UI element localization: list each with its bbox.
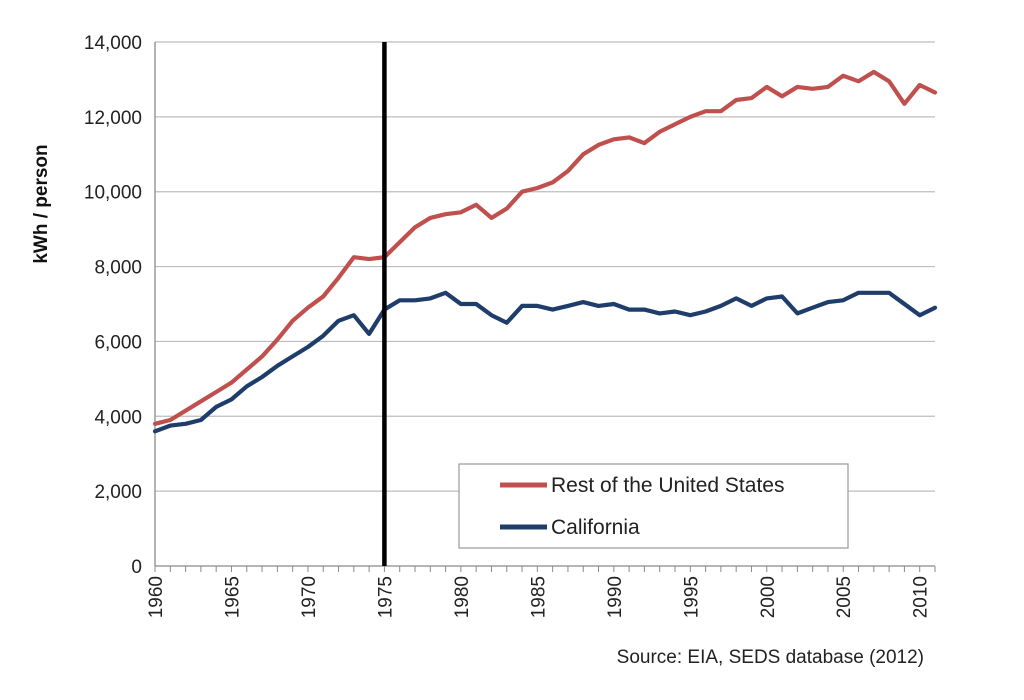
x-tick-label: 1985 (528, 576, 549, 618)
x-tick-label: 1980 (452, 576, 473, 618)
x-tick-label: 2005 (834, 576, 855, 618)
x-tick-label: 2000 (758, 576, 779, 618)
y-tick-label: 12,000 (84, 108, 142, 129)
legend-label-rest-of-us: Rest of the United States (551, 474, 784, 497)
x-tick-label: 2010 (911, 576, 932, 618)
legend-label-california: California (551, 516, 640, 539)
y-tick-label: 4,000 (94, 407, 142, 428)
legend-box (458, 463, 849, 549)
x-tick-label: 1995 (681, 576, 702, 618)
grid-layer (155, 41, 935, 492)
y-tick-label: 0 (131, 557, 142, 578)
y-tick-label: 10,000 (84, 183, 142, 204)
y-tick-label: 8,000 (94, 258, 142, 279)
series-line-rest-of-us (152, 69, 938, 426)
x-tick-label: 1960 (146, 576, 167, 618)
legend: Rest of the United States California (458, 463, 849, 549)
series-layer (152, 69, 938, 434)
tick-label-layer: 0 2,000 4,000 6,000 8,000 10,000 12,000 14,000 1… (84, 33, 932, 618)
y-axis-title: kWh / person (31, 144, 52, 263)
series-line-california (152, 290, 938, 434)
y-tick-label: 2,000 (94, 482, 142, 503)
x-tick-label: 1965 (222, 576, 243, 618)
x-tick-label: 1970 (299, 576, 320, 618)
y-tick-label: 14,000 (84, 33, 142, 54)
axes-layer (154, 42, 936, 572)
source-note: Source: EIA, SEDS database (2012) (617, 647, 924, 668)
x-tick-label: 1990 (605, 576, 626, 618)
x-tick-label: 1975 (375, 576, 396, 618)
y-tick-label: 6,000 (94, 332, 142, 353)
